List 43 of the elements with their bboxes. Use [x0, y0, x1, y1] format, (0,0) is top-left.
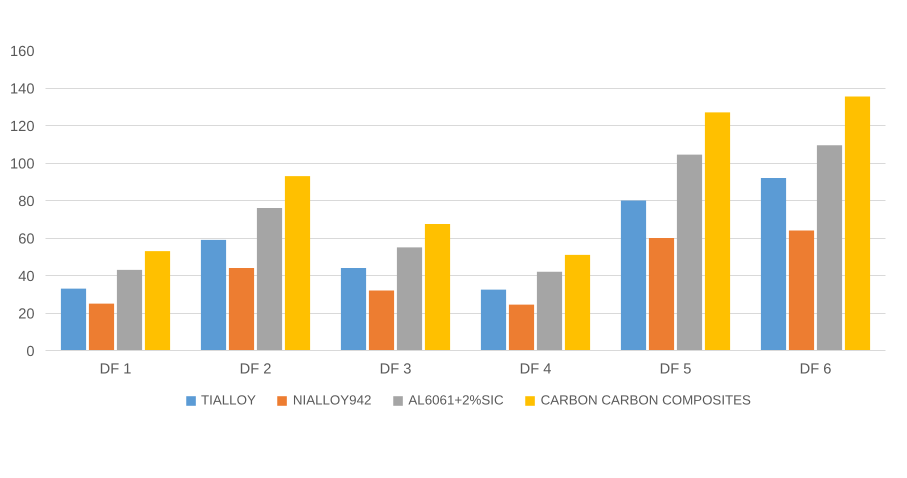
bar [844, 96, 870, 350]
y-tick-label: 120 [10, 119, 35, 135]
y-tick-label: 0 [26, 344, 35, 360]
bar [648, 238, 674, 350]
bar [88, 304, 114, 350]
x-tick-label: DF 3 [380, 362, 412, 378]
bar [144, 251, 170, 350]
bar [396, 247, 422, 350]
bar [620, 200, 646, 350]
y-tick-label: 140 [10, 82, 35, 98]
legend-label: AL6061+2%SIC [408, 392, 504, 408]
bar [368, 290, 394, 350]
bar [676, 154, 702, 350]
x-tick-label: DF 5 [660, 362, 692, 378]
bar [480, 290, 506, 350]
y-tick-label: 80 [18, 194, 35, 210]
bar [704, 112, 730, 350]
y-tick-label: 40 [18, 269, 35, 285]
bar [536, 272, 562, 350]
x-tick-label: DF 1 [100, 362, 132, 378]
bar [284, 176, 310, 350]
legend-label: CARBON CARBON COMPOSITES [540, 392, 751, 408]
bar [228, 268, 254, 350]
y-tick-label: 160 [10, 44, 35, 60]
bar [564, 254, 590, 350]
y-tick-label: 60 [18, 232, 35, 248]
bar [816, 145, 842, 350]
x-tick-label: DF 6 [800, 362, 832, 378]
y-tick-label: 20 [18, 306, 35, 322]
bar [340, 268, 366, 350]
legend-label: TIALLOY [201, 392, 256, 408]
bar [760, 178, 786, 350]
legend-label: NIALLOY942 [292, 392, 372, 408]
x-tick-label: DF 2 [240, 362, 272, 378]
x-tick-label: DF 4 [520, 362, 552, 378]
bar [60, 288, 86, 350]
bar [256, 208, 282, 350]
bar [200, 240, 226, 350]
bar [424, 224, 450, 350]
bar [788, 230, 814, 350]
y-tick-label: 100 [10, 156, 35, 172]
bar [508, 304, 534, 350]
bar [116, 270, 142, 350]
